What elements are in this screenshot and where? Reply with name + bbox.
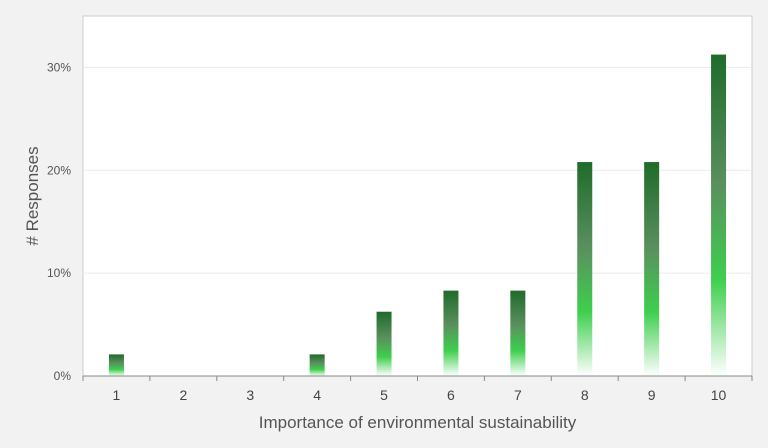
bar-7	[510, 290, 526, 376]
bars	[108, 54, 727, 376]
bar-10	[711, 54, 727, 376]
x-tick-label: 8	[581, 387, 589, 403]
x-axis: 1 2 3 4 5 6 7 8 9 10	[82, 375, 753, 403]
x-tick-label: 1	[113, 387, 121, 403]
bar-1	[108, 354, 124, 376]
y-tick-label: 30%	[47, 60, 71, 74]
y-axis: 0% 10% 20% 30%	[47, 60, 71, 383]
bar-8	[577, 162, 593, 376]
bar-6	[443, 290, 459, 376]
x-tick-label: 2	[179, 387, 187, 403]
y-tick-label: 20%	[47, 163, 71, 177]
bar-5	[376, 311, 392, 376]
x-tick-label: 4	[313, 387, 321, 403]
x-tick-label: 5	[380, 387, 388, 403]
gridlines	[83, 66, 752, 274]
x-axis-title: Importance of environmental sustainabili…	[259, 413, 577, 432]
y-tick-label: 10%	[47, 266, 71, 280]
y-axis-title: # Responses	[23, 146, 42, 245]
bar-9	[644, 162, 660, 376]
x-tick-label: 7	[514, 387, 522, 403]
y-tick-label: 0%	[54, 369, 72, 383]
bar-4	[309, 354, 325, 376]
x-tick-label: 6	[447, 387, 455, 403]
x-tick-label: 9	[648, 387, 656, 403]
x-tick-label: 3	[246, 387, 254, 403]
plot-area	[82, 15, 753, 377]
x-tick-label: 10	[711, 387, 727, 403]
